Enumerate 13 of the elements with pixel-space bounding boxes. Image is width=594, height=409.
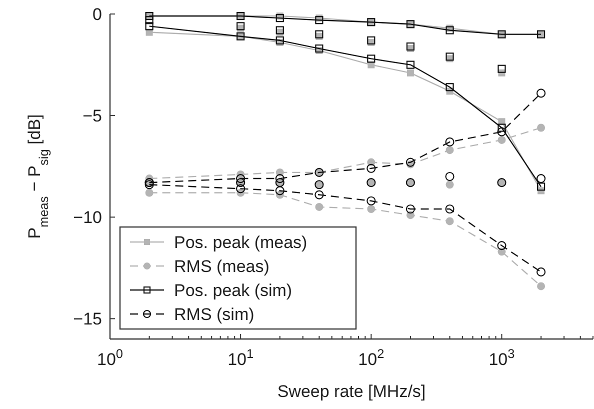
legend-label: RMS (sim)	[174, 305, 254, 324]
x-tick-label: 10$^{2}$	[358, 346, 384, 369]
x-axis-title: Sweep rate [MHz/s]	[277, 382, 426, 401]
legend-label: Pos. peak (sim)	[174, 281, 292, 300]
legend-label: Pos. peak (meas)	[174, 233, 308, 252]
x-tick-label: 10$^{1}$	[228, 346, 254, 369]
x-tick-label: 10$^{0}$	[96, 346, 124, 369]
y-tick-label: 0	[92, 5, 102, 24]
y-tick-label: −5	[82, 106, 102, 126]
y-tick-label: −10	[73, 208, 102, 228]
y-tick-label: −15	[73, 310, 102, 329]
legend-label: RMS (meas)	[174, 257, 270, 276]
x-tick-label: 10$^{3}$	[488, 346, 515, 369]
